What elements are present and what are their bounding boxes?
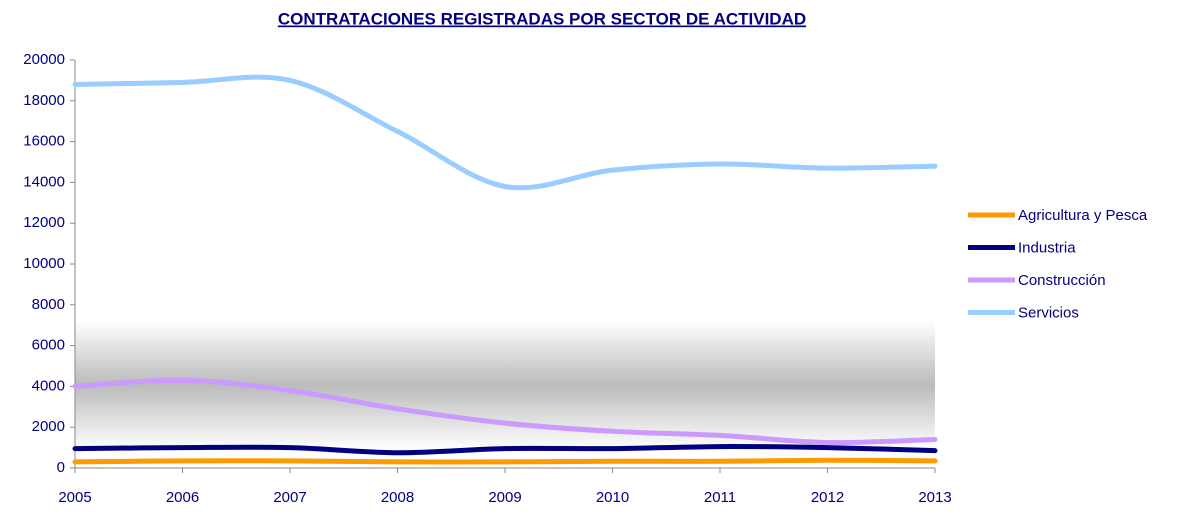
y-tick-label: 4000	[32, 377, 65, 394]
x-tick-label: 2011	[704, 489, 736, 506]
series-line	[72, 457, 938, 465]
series-line	[72, 444, 938, 456]
legend-label: Servicios	[1018, 304, 1079, 321]
y-tick-label: 14000	[23, 173, 65, 190]
x-tick-label: 2009	[488, 489, 521, 506]
y-tick-label: 18000	[23, 92, 65, 109]
y-tick-label: 0	[57, 459, 65, 476]
x-tick-label: 2006	[166, 489, 199, 506]
plot-background	[75, 320, 935, 450]
y-tick-label: 12000	[23, 214, 65, 231]
y-tick-label: 6000	[32, 337, 65, 354]
y-tick-label: 10000	[23, 255, 65, 272]
legend-label: Industria	[1018, 239, 1076, 256]
legend-label: Agricultura y Pesca	[1018, 207, 1148, 224]
series-line	[72, 74, 938, 191]
y-tick-label: 2000	[32, 418, 65, 435]
x-tick-label: 2007	[273, 489, 306, 506]
y-tick-label: 8000	[32, 296, 65, 313]
chart-title: CONTRATACIONES REGISTRADAS POR SECTOR DE…	[278, 9, 806, 28]
x-tick-label: 2005	[58, 489, 91, 506]
x-tick-label: 2008	[381, 489, 414, 506]
y-tick-label: 20000	[23, 51, 65, 68]
legend-label: Construcción	[1018, 272, 1106, 289]
series-line	[72, 377, 938, 446]
x-tick-label: 2013	[918, 489, 951, 506]
y-tick-label: 16000	[23, 133, 65, 150]
x-tick-label: 2010	[596, 489, 629, 506]
x-tick-label: 2012	[811, 489, 844, 506]
